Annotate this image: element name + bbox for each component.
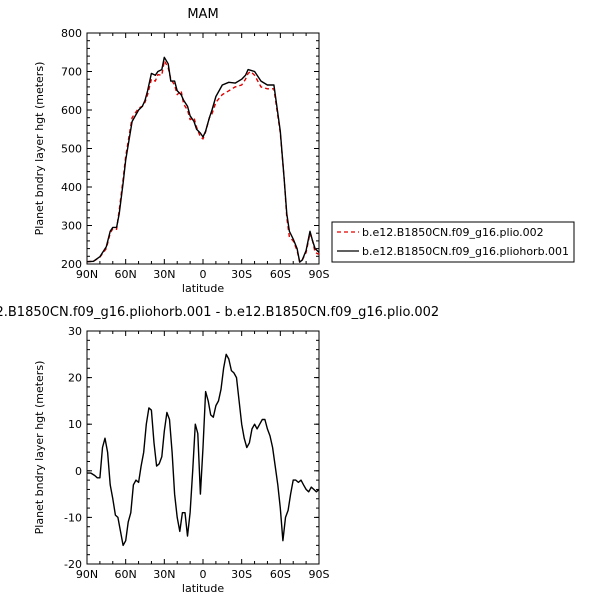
bottom-x-tick-label: 60S xyxy=(270,568,291,581)
top-series-line-2 xyxy=(86,56,320,263)
bottom-plot: 90N 60N 30N 0 30S 60S 90S -20 -10 0 10 20 30 latitude… xyxy=(33,325,330,595)
top-y-tick-label: 400 xyxy=(61,181,82,194)
bottom-y-tick-label: -10 xyxy=(64,511,82,524)
top-y-tick-label: 500 xyxy=(61,143,82,156)
top-y-tick-label: 800 xyxy=(61,27,82,40)
bottom-x-tick-label: 90S xyxy=(309,568,330,581)
bottom-x-tick-label: 30N xyxy=(153,568,175,581)
top-x-tick-label: 30N xyxy=(153,268,175,281)
top-plot-frame xyxy=(86,32,320,265)
bottom-y-tick-label: -20 xyxy=(64,558,82,571)
bottom-series-line-1 xyxy=(87,353,320,547)
top-y-tick-label: 200 xyxy=(61,258,82,271)
legend: b.e12.B1850CN.f09_g16.plio.002 b.e12.B18… xyxy=(331,221,575,263)
bottom-x-axis-label: latitude xyxy=(182,582,224,595)
legend-label-series-2: b.e12.B1850CN.f09_g16.pliohorb.001 xyxy=(362,245,569,258)
bottom-y-tick-label: 0 xyxy=(75,465,82,478)
top-x-tick-label: 90S xyxy=(309,268,330,281)
bottom-x-tick-label: 0 xyxy=(200,568,207,581)
bottom-y-tick-label: 30 xyxy=(68,325,82,338)
bottom-y-tick-label: 10 xyxy=(68,418,82,431)
top-x-tick-label: 90N xyxy=(76,268,98,281)
legend-box xyxy=(331,221,575,263)
top-y-axis-label: Planet bndry layer hgt (meters) xyxy=(33,62,46,236)
bottom-chart-title: b.e12.B1850CN.f09_g16.pliohorb.001 - b.e… xyxy=(0,305,439,320)
top-x-tick-label: 30S xyxy=(231,268,252,281)
top-y-tick-label: 300 xyxy=(61,220,82,233)
top-x-tick-label: 60N xyxy=(115,268,137,281)
bottom-x-tick-label: 30S xyxy=(231,568,252,581)
top-x-tick-label: 60S xyxy=(270,268,291,281)
top-plot: 90N 60N 30N 0 30S 60S 90S 200 300 400 500 600 700 800… xyxy=(33,27,330,295)
top-series-line-1 xyxy=(86,60,320,263)
top-chart-title: MAM xyxy=(187,7,218,22)
top-x-axis-label: latitude xyxy=(182,282,224,295)
legend-label-series-1: b.e12.B1850CN.f09_g16.plio.002 xyxy=(362,226,544,239)
top-x-tick-label: 0 xyxy=(200,268,207,281)
bottom-x-tick-label: 90N xyxy=(76,568,98,581)
top-y-tick-label: 700 xyxy=(61,66,82,79)
bottom-y-tick-label: 20 xyxy=(68,372,82,385)
bottom-x-tick-label: 60N xyxy=(115,568,137,581)
top-y-tick-label: 600 xyxy=(61,104,82,117)
bottom-y-axis-label: Planet bndry layer hgt (meters) xyxy=(33,361,46,535)
